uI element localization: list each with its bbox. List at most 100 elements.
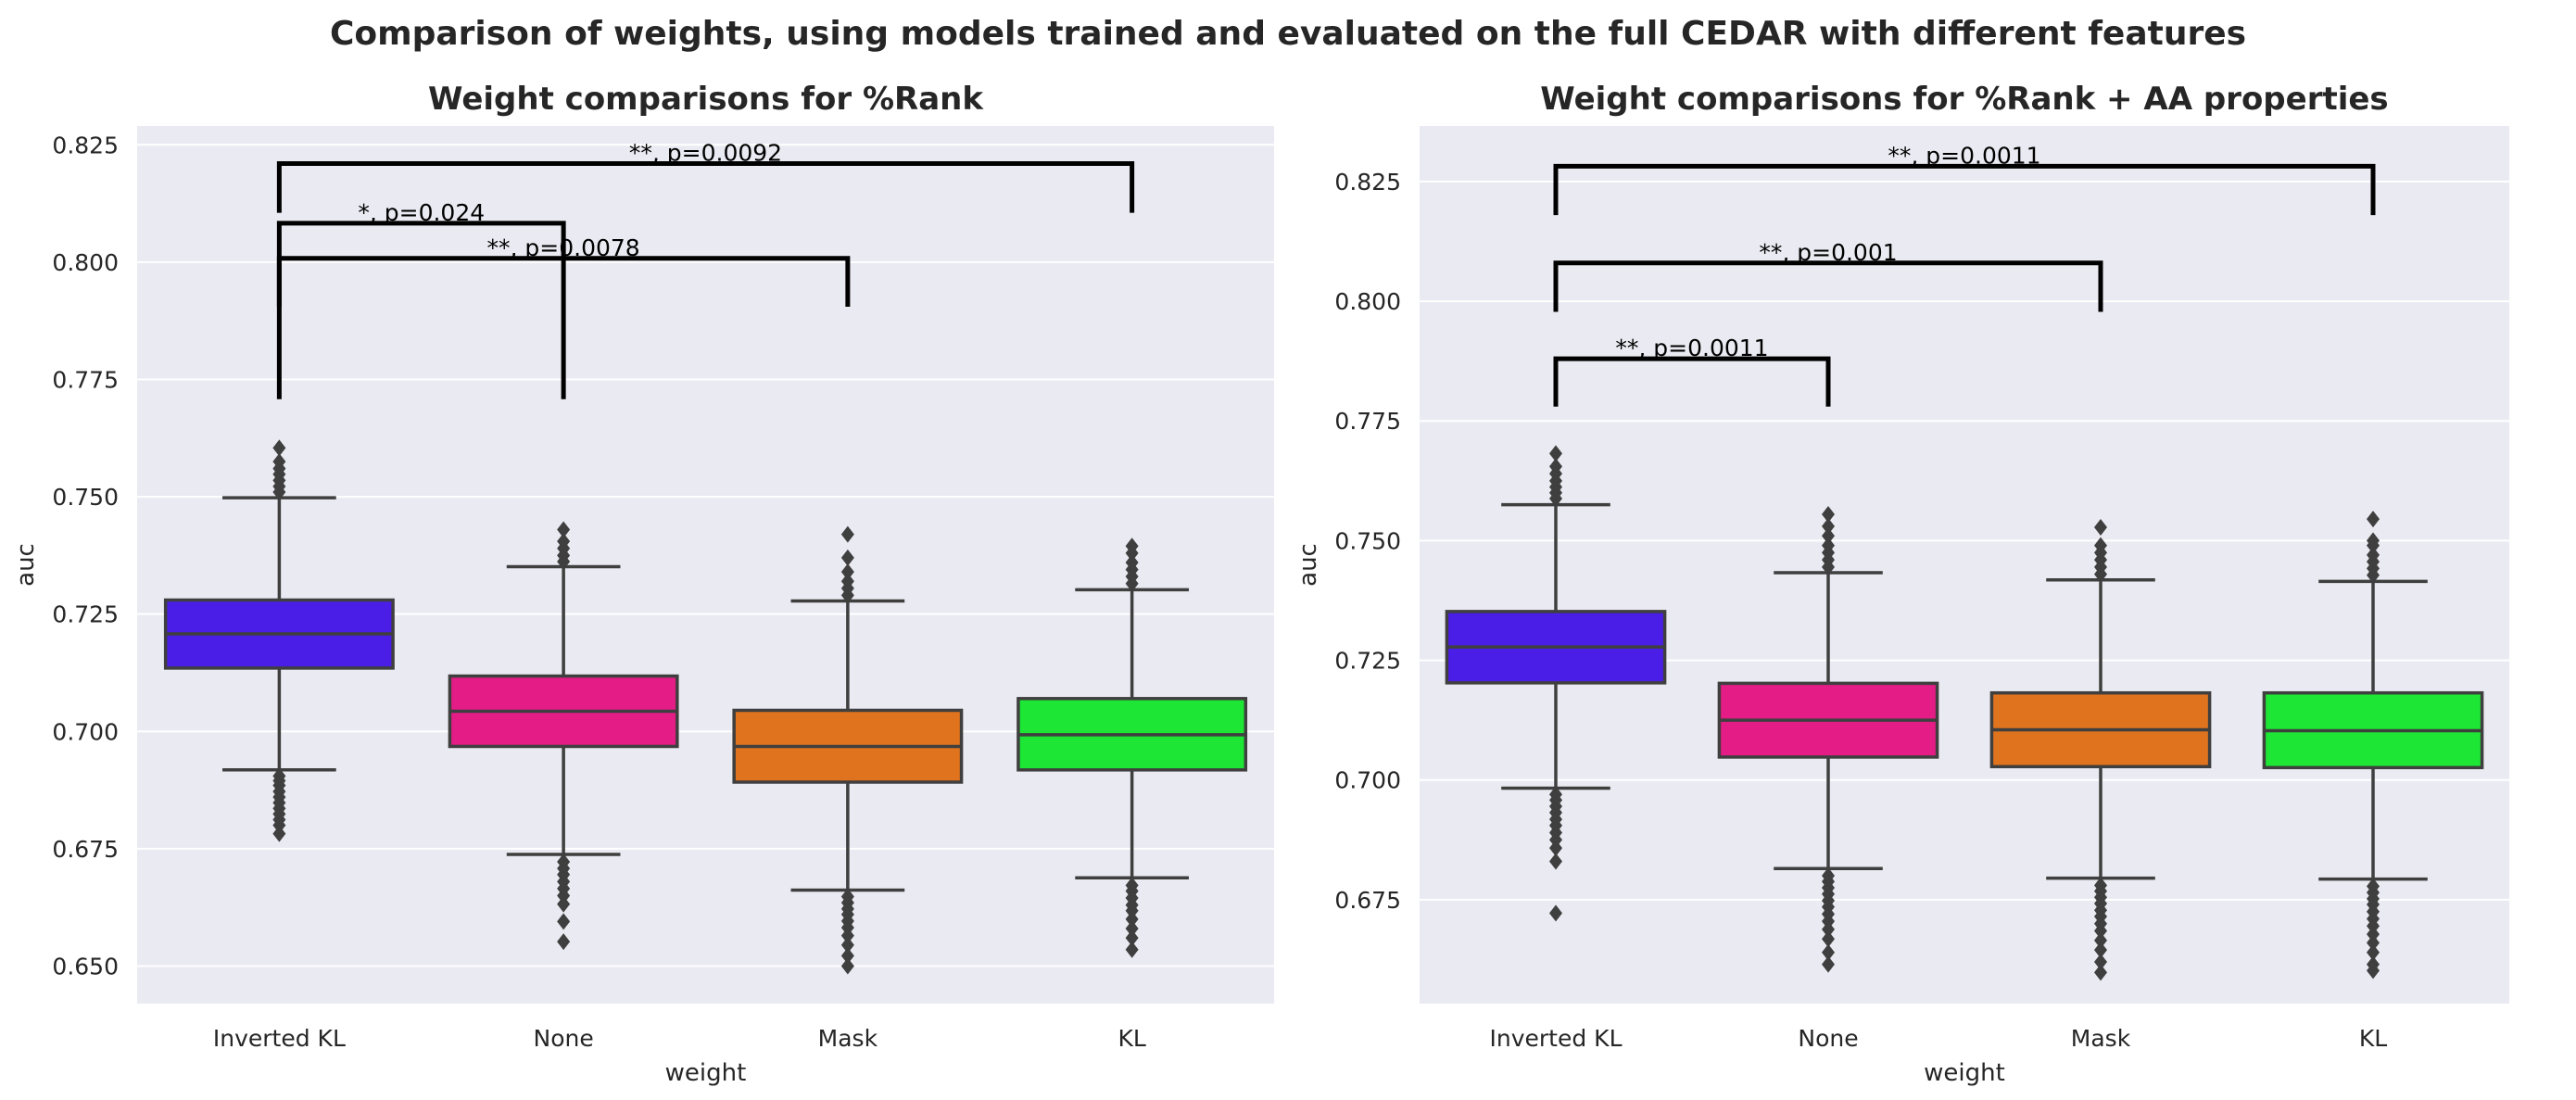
flier-point <box>2094 537 2107 554</box>
p-value-label: **, p=0.0078 <box>487 234 640 261</box>
flier-point <box>1822 537 1835 554</box>
p-value-label: **, p=0.001 <box>1759 239 1897 266</box>
bracket-line <box>1553 163 2376 216</box>
bracket-line <box>1553 260 2103 312</box>
flier-point <box>1125 919 1139 937</box>
box-none <box>448 521 679 951</box>
y-tick-label: 0.775 <box>52 366 119 393</box>
y-axis-label: auc <box>1294 543 1322 587</box>
x-tick-label: Mask <box>2071 1025 2131 1052</box>
flier-point <box>1549 445 1562 462</box>
x-tick-label: Mask <box>818 1025 878 1052</box>
y-tick-label: 0.700 <box>1334 767 1401 794</box>
flier-point <box>840 573 854 590</box>
flier-point <box>2367 962 2380 980</box>
flier-point <box>1549 840 1562 857</box>
box-inverted-kl <box>1445 445 1667 922</box>
x-tick-label: Inverted KL <box>213 1025 346 1052</box>
flier-point <box>1822 517 1835 535</box>
box-kl <box>1017 537 1248 958</box>
chart-panel-1: 0.650 0.675 0.700 0.725 0.750 0.775 0.800 0.825… <box>12 81 1274 1087</box>
y-tick-label: 0.725 <box>52 601 119 628</box>
flier-point <box>557 533 571 550</box>
flier-point <box>2367 532 2380 550</box>
x-tick-label: Inverted KL <box>1490 1025 1623 1052</box>
p-value-label: **, p=0.0011 <box>1615 335 1768 361</box>
p-value-label: *, p=0.024 <box>358 199 485 226</box>
flier-point <box>272 816 286 834</box>
flier-point <box>840 957 854 975</box>
flier-point <box>557 887 571 904</box>
box-kl <box>2262 511 2484 980</box>
flier-point <box>840 563 854 581</box>
y-axis-label: auc <box>12 543 40 587</box>
flier-point <box>840 525 854 543</box>
y-tick-label: 0.650 <box>52 953 119 980</box>
box-mask <box>732 525 964 975</box>
flier-point <box>840 549 854 566</box>
flier-point <box>1125 941 1139 958</box>
flier-point <box>1822 930 1835 948</box>
flier-point <box>557 913 571 930</box>
flier-point <box>1822 955 1835 973</box>
y-tick-label: 0.800 <box>52 249 119 276</box>
y-tick-label: 0.800 <box>1334 288 1401 315</box>
chart-title: Weight comparisons for %Rank + AA proper… <box>1540 81 2388 118</box>
p-value-label: **, p=0.0011 <box>1888 142 2040 169</box>
flier-point <box>272 825 286 842</box>
significance-bracket: **, p=0.0011 <box>1553 335 1831 407</box>
y-tick-label: 0.825 <box>1334 169 1401 196</box>
x-tick-label: None <box>534 1025 594 1052</box>
flier-point <box>1822 943 1835 961</box>
y-tick-label: 0.700 <box>52 718 119 745</box>
y-tick-label: 0.725 <box>1334 648 1401 675</box>
p-value-label: **, p=0.0092 <box>629 140 782 167</box>
flier-point <box>2094 931 2107 949</box>
significance-bracket: *, p=0.024 <box>276 199 566 399</box>
flier-point <box>1549 853 1562 870</box>
chart-panel-2: 0.675 0.700 0.725 0.750 0.775 0.800 0.825 Weigh… <box>1294 81 2509 1087</box>
figure-title: Comparison of weights, using models trai… <box>330 15 2246 53</box>
flier-point <box>1125 902 1139 919</box>
significance-bracket: **, p=0.0011 <box>1553 142 2376 216</box>
box-none <box>1717 505 1939 973</box>
y-tick-label: 0.750 <box>1334 527 1401 554</box>
box-mask <box>1989 518 2212 981</box>
flier-point <box>557 933 571 951</box>
flier-point <box>2367 546 2380 563</box>
flier-point <box>2094 964 2107 981</box>
chart-title: Weight comparisons for %Rank <box>428 81 984 118</box>
bracket-line <box>276 161 1135 213</box>
flier-point <box>272 453 286 471</box>
x-axis-label: weight <box>1924 1059 2005 1087</box>
flier-point <box>557 895 571 913</box>
x-tick-label: None <box>1798 1025 1858 1052</box>
bracket-line <box>276 221 566 399</box>
flier-point <box>1125 553 1139 571</box>
flier-point <box>1125 537 1139 555</box>
x-tick-label: KL <box>1118 1025 1145 1052</box>
flier-point <box>557 521 571 538</box>
y-tick-label: 0.750 <box>52 484 119 511</box>
significance-bracket: **, p=0.0092 <box>276 140 1135 213</box>
flier-point <box>1125 910 1139 928</box>
x-axis-label: weight <box>665 1059 747 1087</box>
x-tick-label: KL <box>2359 1025 2387 1052</box>
flier-point <box>1549 458 1562 475</box>
significance-bracket: **, p=0.0078 <box>276 234 851 307</box>
plot-background <box>137 126 1274 1004</box>
flier-point <box>2367 934 2380 952</box>
flier-point <box>2094 942 2107 959</box>
y-tick-label: 0.825 <box>52 132 119 158</box>
plot-background <box>1420 126 2509 1004</box>
flier-point <box>1125 929 1139 947</box>
bracket-line <box>1553 356 1831 407</box>
y-tick-label: 0.775 <box>1334 408 1401 435</box>
flier-point <box>2367 943 2380 961</box>
flier-point <box>1822 920 1835 938</box>
significance-bracket: **, p=0.001 <box>1553 239 2103 312</box>
flier-point <box>840 927 854 944</box>
flier-point <box>2367 511 2380 528</box>
flier-point <box>272 439 286 457</box>
